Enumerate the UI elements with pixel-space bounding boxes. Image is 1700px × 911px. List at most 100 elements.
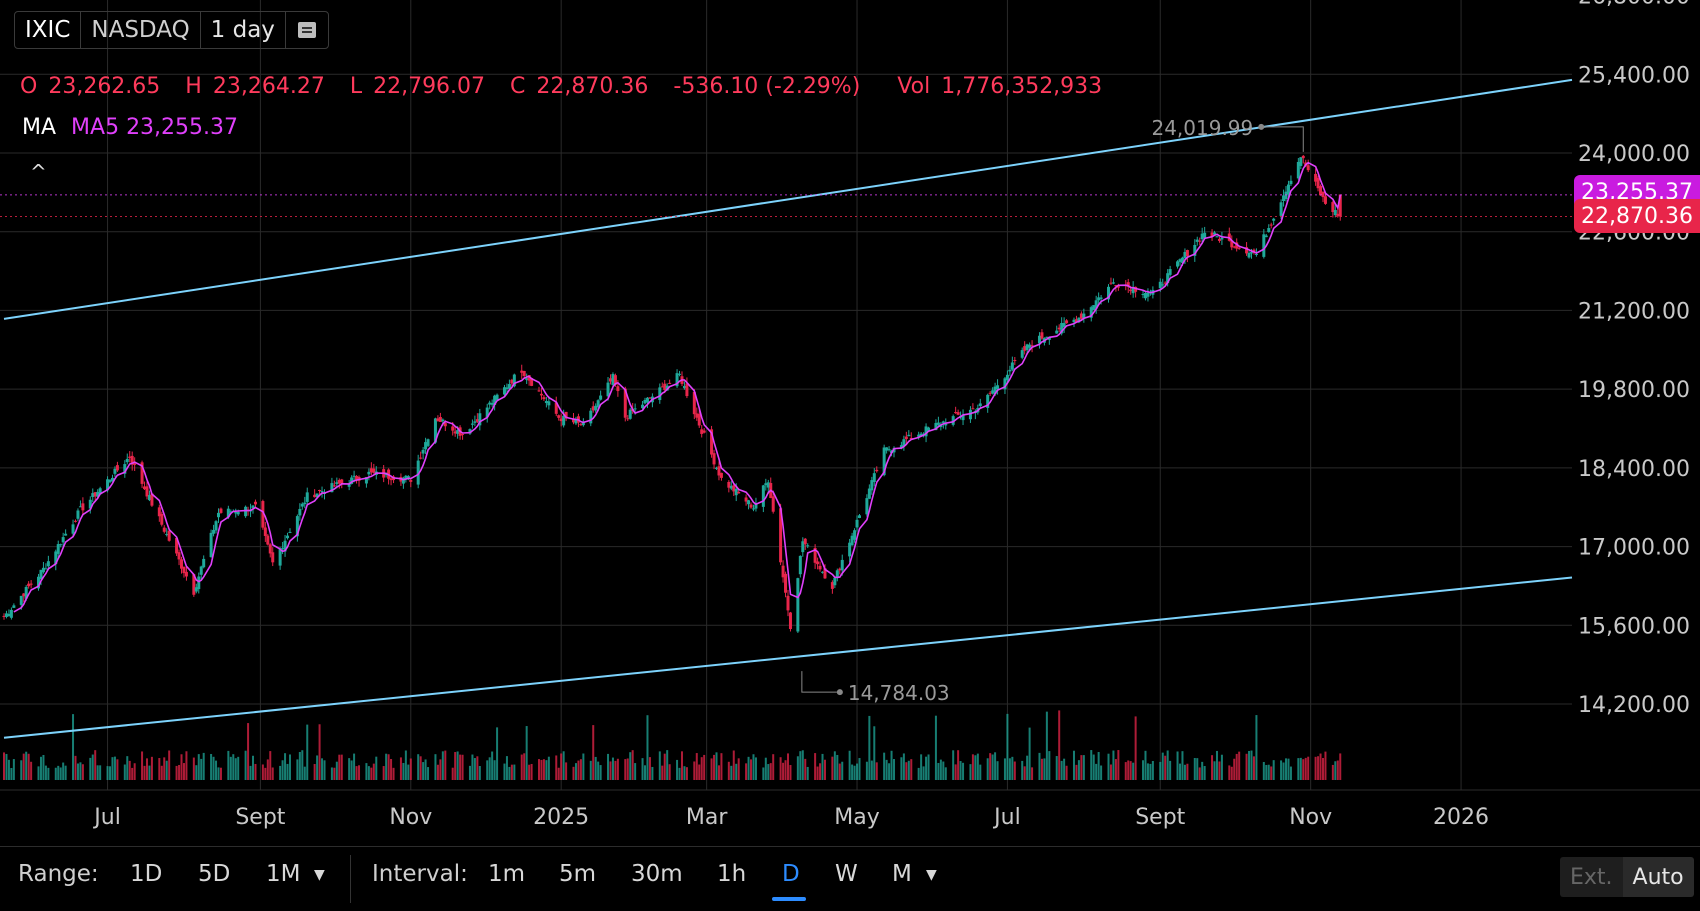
volume-bar: [7, 759, 10, 780]
ext-button[interactable]: Ext.: [1560, 857, 1623, 897]
volume-bar: [1331, 764, 1334, 780]
volume-bar: [10, 767, 13, 780]
candle-body: [1193, 244, 1197, 256]
candle-body: [1143, 292, 1147, 299]
interval-30m-button[interactable]: 30m: [631, 861, 683, 887]
volume-bar: [594, 756, 597, 780]
volume-bar: [1285, 758, 1288, 780]
candle-body: [1062, 322, 1066, 328]
candle-body: [177, 552, 181, 560]
volume-bar: [833, 751, 836, 780]
candle-body: [754, 503, 758, 509]
volume-bar: [762, 767, 765, 780]
price-chart[interactable]: 14,200.00 15,600.00 17,000.00 18,400.00 19,8…: [0, 0, 1700, 846]
candle-body: [108, 479, 112, 483]
volume-bar: [436, 764, 439, 780]
volume-bar: [1058, 710, 1061, 780]
candle-body: [1299, 157, 1303, 166]
candle-body: [91, 493, 95, 497]
volume-bar: [1319, 753, 1322, 780]
volume-bar: [870, 760, 873, 780]
candle-body: [1183, 252, 1187, 258]
candle-body: [175, 537, 179, 554]
candle-body: [870, 480, 874, 491]
volume-bar: [1169, 760, 1172, 780]
volume-bar: [150, 756, 153, 780]
volume-bar: [599, 765, 602, 780]
candle-body: [589, 410, 593, 424]
caret-up-icon[interactable]: ^: [30, 160, 47, 184]
volume-bar: [219, 767, 222, 780]
interval-5m-button[interactable]: 5m: [559, 861, 597, 887]
auto-button[interactable]: Auto: [1622, 857, 1694, 897]
candle-body: [1232, 246, 1236, 248]
interval-w-button[interactable]: W: [835, 861, 858, 887]
candle-body: [56, 544, 60, 554]
interval-1m-button[interactable]: 1m: [488, 861, 526, 887]
interval-m-button[interactable]: M: [892, 861, 912, 887]
range-5d-button[interactable]: 5D: [198, 861, 231, 887]
volume-bar: [989, 753, 992, 780]
open-value: 23,262.65: [48, 74, 161, 99]
candle-body: [1185, 250, 1189, 257]
chevron-down-icon[interactable]: ▼: [926, 867, 937, 883]
volume-bar: [678, 767, 681, 780]
volume-bar: [1252, 756, 1255, 780]
range-1d-button[interactable]: 1D: [130, 861, 163, 887]
volume-bar: [747, 756, 750, 780]
interval-d-button[interactable]: D: [782, 861, 800, 887]
volume-bar: [1233, 758, 1236, 780]
candle-body: [145, 486, 149, 497]
volume-bar: [1114, 759, 1117, 780]
volume-bar: [44, 765, 47, 780]
range-1m-button[interactable]: 1M: [266, 861, 301, 887]
volume-bar: [123, 764, 126, 780]
timeframe-selector[interactable]: 1 day: [201, 12, 286, 48]
menu-icon[interactable]: [286, 12, 328, 48]
candle-body: [574, 419, 578, 424]
ma-legend[interactable]: MA MA5 23,255.37: [22, 115, 238, 140]
candle-body: [1005, 374, 1009, 381]
symbol-name[interactable]: IXIC: [15, 12, 82, 48]
volume-bar: [856, 763, 859, 780]
y-tick-label: 26,800.00: [1578, 0, 1690, 10]
candle-body: [660, 386, 664, 388]
ext-auto-toggle[interactable]: Ext. Auto: [1560, 857, 1694, 897]
symbol-header[interactable]: IXIC NASDAQ 1 day: [14, 11, 329, 49]
candle-body: [372, 468, 376, 473]
candle-body: [1107, 286, 1111, 300]
candle-body: [61, 537, 65, 543]
volume-bar: [473, 758, 476, 780]
chevron-down-icon[interactable]: ▼: [314, 867, 325, 883]
candle-body: [305, 492, 309, 502]
candle-body: [505, 387, 509, 390]
volume-bar: [1055, 756, 1058, 780]
interval-1h-button[interactable]: 1h: [717, 861, 747, 887]
candle-body: [54, 551, 58, 565]
volume-bar: [200, 758, 203, 780]
volume-bar: [1161, 752, 1164, 780]
candle-body: [813, 548, 817, 563]
candle-body: [64, 533, 68, 536]
candle-body: [81, 503, 85, 511]
candle-body: [1141, 293, 1145, 295]
candle-body: [401, 477, 405, 484]
volume-bar: [513, 764, 516, 780]
volume-bar: [735, 763, 738, 780]
volume-bar: [476, 756, 479, 780]
candle-body: [182, 566, 186, 574]
candle-body: [761, 485, 765, 507]
volume-bar: [557, 767, 560, 780]
candle-body: [364, 477, 368, 484]
volume-bar: [767, 764, 770, 780]
candle-body: [1045, 336, 1049, 338]
volume-bar: [141, 751, 144, 780]
candle-body: [315, 493, 319, 498]
volume-bar: [444, 750, 447, 780]
candle-body: [978, 403, 982, 406]
volume-bar: [525, 726, 528, 780]
volume-bar: [318, 724, 321, 780]
volume-bar: [555, 755, 558, 780]
ma5-line: [13, 161, 1342, 613]
candle-body: [468, 429, 472, 434]
